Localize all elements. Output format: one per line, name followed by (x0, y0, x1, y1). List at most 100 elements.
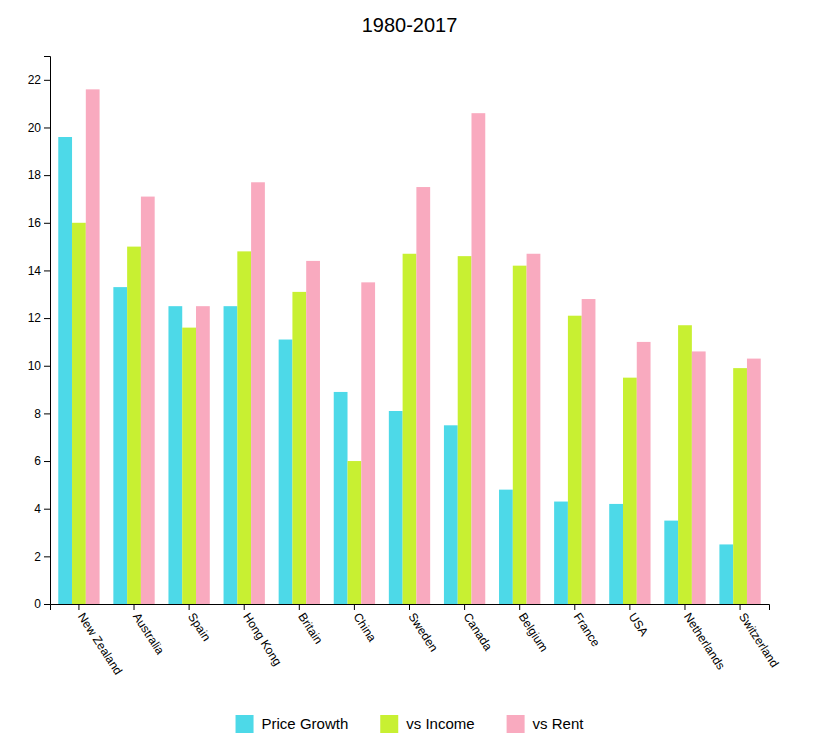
x-tick-mark (299, 604, 300, 610)
bars (58, 89, 760, 604)
y-tick: 4 (34, 502, 50, 516)
x-tick-label: Switzerland (736, 610, 782, 670)
bar (389, 411, 403, 604)
y-tick-mark (44, 223, 50, 224)
bar (458, 256, 472, 604)
y-tick-label: 12 (28, 311, 42, 325)
x-tick-mark (409, 604, 410, 610)
y-tick-mark (44, 318, 50, 319)
bar (292, 292, 306, 604)
bar (141, 197, 155, 604)
bar (348, 461, 362, 604)
plot: 0 2 4 6 8 10 12 14 16 18 20 22 New ZealandAustralia S… (28, 57, 782, 678)
legend-label: vs Rent (533, 715, 585, 732)
bar (58, 137, 72, 604)
x-tick-label: China (350, 610, 379, 644)
bar (251, 182, 265, 604)
y-tick: 12 (28, 311, 50, 325)
bar (513, 266, 527, 604)
y-tick-mark (44, 127, 50, 128)
y-tick-mark (44, 604, 50, 605)
bar (196, 306, 210, 604)
y-tick-mark (44, 461, 50, 462)
bar (582, 299, 596, 604)
bar (733, 368, 747, 604)
y-tick: 16 (28, 216, 50, 230)
y-tick-mark (44, 413, 50, 414)
y-tick-label: 8 (34, 407, 41, 421)
y-tick-label: 18 (28, 168, 42, 182)
y-tick: 22 (28, 73, 50, 87)
bar (499, 490, 513, 604)
y-tick-mark (44, 509, 50, 510)
x-tick-label: Sweden (405, 610, 440, 654)
y-tick: 14 (28, 264, 50, 278)
x-tick-mark (189, 604, 190, 610)
bar (444, 425, 458, 604)
bar (678, 325, 692, 604)
bar (224, 306, 238, 604)
x-tick-label: France (571, 610, 603, 649)
bar (127, 247, 141, 604)
x-tick-mark (244, 604, 245, 610)
y-tick-label: 10 (28, 359, 42, 373)
bar (168, 306, 182, 604)
legend-swatch (380, 715, 398, 733)
y-tick: 0 (34, 597, 50, 611)
x-tick-mark (78, 604, 79, 610)
y-tick-label: 6 (34, 454, 41, 468)
bar (568, 316, 582, 604)
x-axis-line (51, 605, 770, 611)
x-tick-label: Australia (130, 610, 167, 657)
bar-series (58, 137, 733, 604)
y-tick-label: 16 (28, 216, 42, 230)
legend-swatch (236, 715, 254, 733)
x-tick-mark (464, 604, 465, 610)
bar (334, 392, 348, 604)
x-tick: Canada (461, 604, 496, 653)
y-tick-label: 20 (28, 121, 42, 135)
bar (471, 113, 485, 604)
x-tick-label: Hong Kong (240, 610, 284, 668)
x-tick-mark (684, 604, 685, 610)
y-tick: 2 (34, 550, 50, 564)
y-tick: 6 (34, 454, 50, 468)
x-tick-label: Canada (461, 610, 496, 653)
y-tick-mark (44, 270, 50, 271)
legend-item: vs Income (380, 715, 474, 733)
x-tick-label: Britain (295, 610, 325, 646)
bar (416, 187, 430, 604)
x-tick: Hong Kong (240, 604, 284, 668)
x-tick-label: New Zealand (75, 610, 125, 677)
bar-series (72, 223, 747, 604)
bar (279, 340, 293, 604)
y-tick: 10 (28, 359, 50, 373)
x-tick-mark (134, 604, 135, 610)
x-axis: New ZealandAustralia Spain Hong Kong Britai… (51, 604, 782, 677)
x-tick-mark (574, 604, 575, 610)
x-tick: Belgium (516, 604, 551, 654)
bar (623, 378, 637, 604)
x-tick: Sweden (405, 604, 440, 654)
y-tick: 20 (28, 121, 50, 135)
y-tick-mark (44, 80, 50, 81)
legend-item: vs Rent (507, 715, 585, 733)
y-axis: 0 2 4 6 8 10 12 14 16 18 20 22 (28, 57, 51, 612)
x-tick: Spain (185, 604, 213, 644)
legend-swatch (507, 715, 525, 733)
x-tick-label: USA (626, 610, 651, 638)
x-tick: Switzerland (736, 604, 782, 670)
bar (609, 504, 623, 604)
legend: Price Growth vs Income vs Rent (236, 715, 585, 733)
x-tick-mark (629, 604, 630, 610)
bar (664, 521, 678, 604)
x-tick-mark (519, 604, 520, 610)
x-tick: China (350, 604, 379, 644)
legend-item: Price Growth (236, 715, 349, 733)
bar-series (86, 89, 761, 604)
x-tick-label: Spain (185, 610, 213, 643)
x-tick-mark (354, 604, 355, 610)
y-tick-mark (44, 366, 50, 367)
y-tick-label: 0 (34, 597, 41, 611)
bar (637, 342, 651, 604)
